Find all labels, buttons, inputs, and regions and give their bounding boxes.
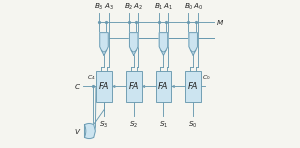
Text: $B_1$: $B_1$ bbox=[154, 2, 164, 12]
Text: $B_3$: $B_3$ bbox=[94, 2, 104, 12]
Text: $S_1$: $S_1$ bbox=[159, 120, 168, 130]
Text: FA: FA bbox=[158, 82, 169, 91]
Text: FA: FA bbox=[188, 82, 198, 91]
Text: $C_2$: $C_2$ bbox=[156, 73, 165, 82]
Text: $A_3$: $A_3$ bbox=[103, 2, 114, 12]
Text: $S_0$: $S_0$ bbox=[188, 120, 198, 130]
FancyBboxPatch shape bbox=[156, 71, 171, 102]
Text: $S_3$: $S_3$ bbox=[99, 120, 109, 130]
Text: $C_3$: $C_3$ bbox=[127, 73, 135, 82]
Polygon shape bbox=[100, 33, 108, 55]
Text: $M$: $M$ bbox=[215, 18, 223, 26]
Text: $S_2$: $S_2$ bbox=[129, 120, 138, 130]
Polygon shape bbox=[189, 33, 197, 55]
Polygon shape bbox=[159, 33, 168, 55]
Text: $B_2$: $B_2$ bbox=[124, 2, 134, 12]
Text: $B_0$: $B_0$ bbox=[184, 2, 194, 12]
Text: FA: FA bbox=[99, 82, 109, 91]
Text: $V$: $V$ bbox=[74, 127, 81, 136]
Polygon shape bbox=[85, 124, 95, 139]
Text: $C_4$: $C_4$ bbox=[87, 73, 95, 82]
Text: FA: FA bbox=[128, 82, 139, 91]
Polygon shape bbox=[130, 33, 138, 55]
FancyBboxPatch shape bbox=[96, 71, 112, 102]
Text: $A_0$: $A_0$ bbox=[193, 2, 203, 12]
Text: $C$: $C$ bbox=[74, 82, 81, 91]
Text: $C_0$: $C_0$ bbox=[202, 73, 210, 82]
Text: $A_2$: $A_2$ bbox=[134, 2, 143, 12]
Text: $A_1$: $A_1$ bbox=[163, 2, 173, 12]
FancyBboxPatch shape bbox=[126, 71, 142, 102]
Text: $C_1$: $C_1$ bbox=[186, 73, 195, 82]
FancyBboxPatch shape bbox=[185, 71, 201, 102]
